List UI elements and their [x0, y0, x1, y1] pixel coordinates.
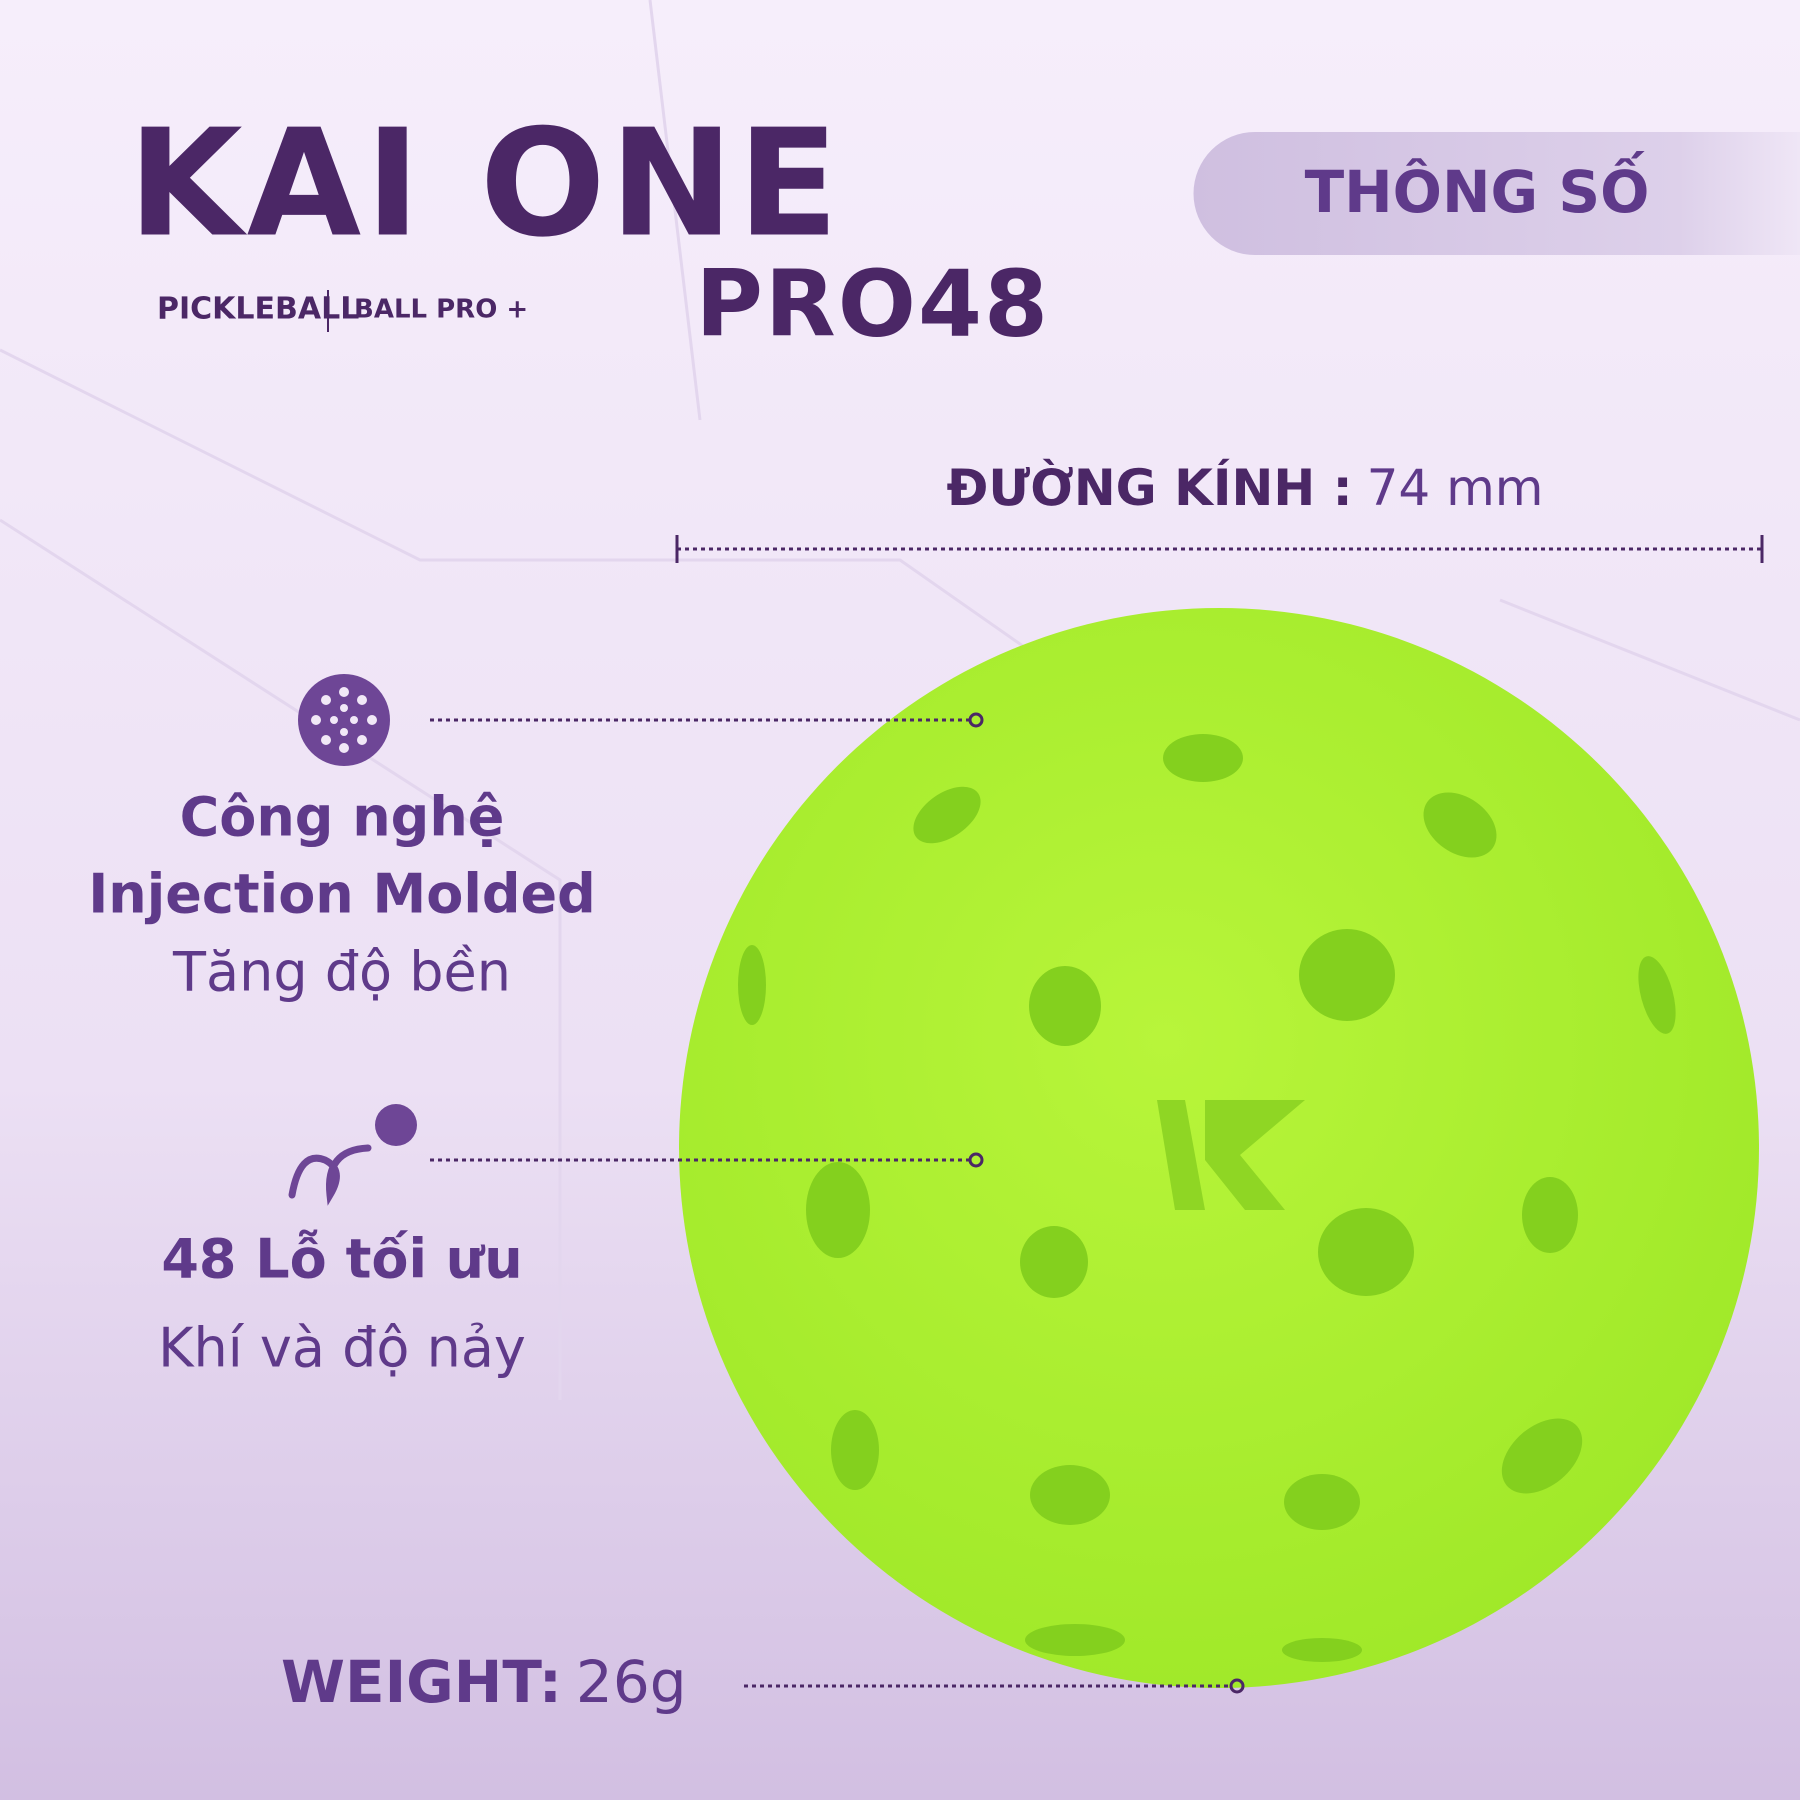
feature-title: Công nghệ [180, 786, 505, 849]
weight-label: WEIGHT: [281, 1648, 562, 1716]
brand-line: PICKLEBALL [157, 292, 359, 327]
feature-note: Khí và độ nảy [158, 1317, 526, 1380]
diameter-label: ĐƯỜNG KÍNH : [946, 458, 1352, 517]
weight-value: 26g [576, 1648, 687, 1716]
bounce-icon [288, 1104, 417, 1206]
pointer-line [744, 1678, 1245, 1694]
diameter-line [675, 535, 1764, 563]
pointer-line [430, 1152, 984, 1168]
brand-line: BALL PRO + [354, 295, 528, 325]
diameter-value: 74 mm [1367, 459, 1544, 517]
ball [679, 608, 1759, 1688]
feature-title: Injection Molded [88, 863, 596, 926]
holes-icon [298, 674, 390, 766]
background-lines [0, 0, 1800, 1400]
diameter: ĐƯỜNG KÍNH : 74 mm [946, 458, 1543, 517]
badge-text: THÔNG SỐ [1305, 150, 1650, 226]
weight: WEIGHT: 26g [281, 1648, 687, 1716]
brand-model: PRO48 [695, 250, 1050, 357]
brand-title: KAI ONE [128, 98, 843, 270]
badge [1193, 132, 1800, 255]
feature-title: 48 Lỗ tối ưu [161, 1228, 522, 1291]
feature-note: Tăng độ bền [172, 941, 511, 1004]
pointer-line [430, 712, 984, 728]
